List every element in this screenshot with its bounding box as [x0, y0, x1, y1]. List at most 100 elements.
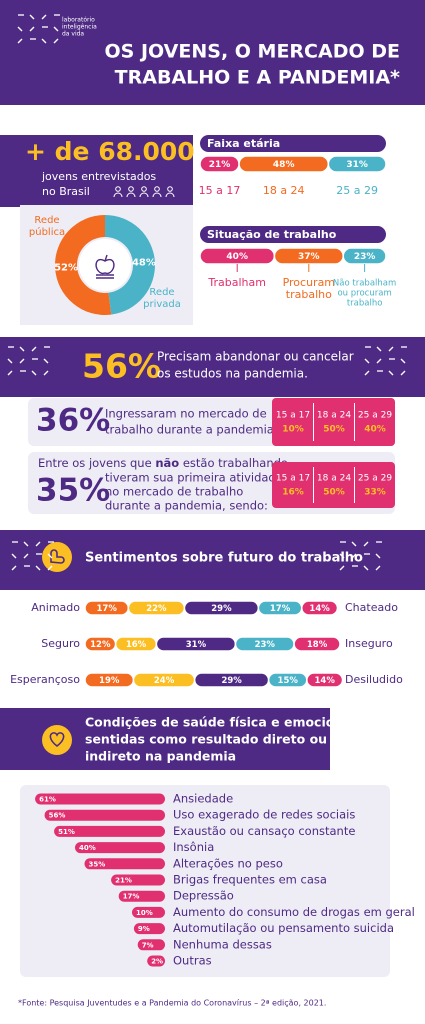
- decor-dash: [7, 370, 13, 376]
- health-label: Ansiedade: [173, 792, 233, 806]
- decor-dash: [41, 38, 47, 44]
- dropout-text: Precisam abandonar ou cancelar: [157, 350, 354, 364]
- decor-dash: [337, 746, 343, 752]
- logo-text: laboratório: [62, 17, 95, 24]
- bar-value: 48%: [273, 160, 295, 170]
- health-title: sentidas como resultado direto ou: [85, 732, 327, 747]
- health-label: Uso exagerado de redes sociais: [173, 808, 355, 822]
- table-age: 18 a 24: [317, 411, 351, 421]
- table-value: 40%: [364, 425, 386, 435]
- bar-segment: [293, 636, 341, 652]
- bar-segment: [301, 600, 339, 616]
- donut-value: 52%: [54, 262, 78, 273]
- bar-segment: [327, 155, 387, 173]
- bar-value: 17%: [96, 604, 117, 614]
- work-label: Trabalham: [207, 276, 266, 289]
- feeling-right: Desiludido: [345, 673, 403, 686]
- bar-value: 14%: [315, 676, 336, 686]
- health-value: 21%: [115, 877, 132, 885]
- decor-dash: [35, 541, 41, 547]
- decor-dash: [388, 370, 394, 376]
- bar-value: 15%: [278, 676, 299, 686]
- decor-dash: [47, 565, 53, 571]
- decor-dash: [361, 722, 367, 728]
- decor-dash: [363, 541, 369, 547]
- work-label: trabalho: [347, 299, 383, 309]
- decor-dash: [375, 565, 381, 571]
- donut-label: Rede: [34, 215, 59, 226]
- table-value: 33%: [364, 488, 386, 498]
- age-label: 25 a 29: [336, 184, 378, 197]
- decor-dash: [363, 565, 369, 571]
- decor-dash: [364, 370, 370, 376]
- decor-dash: [400, 370, 406, 376]
- bar-value: 18%: [307, 640, 328, 650]
- decor-dash: [376, 346, 382, 352]
- decor-dash: [23, 541, 29, 547]
- health-bar: [147, 955, 165, 967]
- health-label: Outras: [173, 954, 212, 968]
- section-pill-title: Situação de trabalho: [207, 228, 337, 241]
- decor-dash: [351, 541, 357, 547]
- health-value: 7%: [142, 941, 154, 949]
- person-icon: [167, 186, 173, 192]
- table-value: 50%: [323, 488, 345, 498]
- donut-segment: [105, 215, 156, 315]
- decor-dash: [376, 358, 382, 364]
- age-label: 15 a 17: [199, 184, 241, 197]
- entered-text: trabalho durante a pandemia:: [105, 423, 278, 437]
- bar-value: 12%: [90, 640, 111, 650]
- bar-value: 31%: [186, 640, 207, 650]
- person-icon: [115, 186, 121, 192]
- decor-dash: [35, 565, 41, 571]
- bar-value: 31%: [346, 160, 368, 170]
- decor-dash: [29, 26, 35, 32]
- health-label: Exaustão ou cansaço constante: [173, 824, 355, 838]
- donut-label: privada: [143, 299, 181, 310]
- apple-icon: [95, 254, 115, 279]
- decor-dash: [53, 26, 59, 32]
- health-label: Insônia: [173, 840, 214, 854]
- first-job-lead-part: Entre os jovens que: [38, 456, 155, 470]
- feeling-left: Esperançoso: [10, 673, 80, 686]
- decor-dash: [349, 722, 355, 728]
- page-title: OS JOVENS, O MERCADO DE: [105, 41, 400, 63]
- bar-segment: [306, 672, 344, 688]
- decor-dash: [361, 746, 367, 752]
- bar-value: 29%: [211, 604, 232, 614]
- bar-value: 14%: [309, 604, 330, 614]
- bar-value: 23%: [354, 252, 376, 262]
- table-age: 15 a 17: [276, 474, 310, 484]
- feeling-right: Inseguro: [345, 637, 393, 650]
- donut-center: [79, 239, 131, 291]
- table-value: 50%: [323, 425, 345, 435]
- health-bar: [118, 890, 165, 902]
- person-icon: [128, 186, 134, 192]
- decor-dash: [11, 553, 17, 559]
- person-icon: [126, 192, 136, 198]
- person-icon: [139, 192, 149, 198]
- decor-dash: [17, 26, 23, 32]
- decor-dash: [373, 746, 379, 752]
- decor-dash: [7, 358, 13, 364]
- logo-text: da vida: [62, 31, 84, 38]
- health-bar: [35, 793, 165, 805]
- feeling-left: Animado: [31, 601, 80, 614]
- decor-dash: [23, 553, 29, 559]
- table-value: 16%: [282, 488, 304, 498]
- bar-value: 22%: [146, 604, 167, 614]
- table-age: 25 a 29: [358, 474, 392, 484]
- health-bar: [133, 923, 165, 935]
- decor-dash: [53, 38, 59, 44]
- first-job-text: tiveram sua primeira atividade: [105, 471, 283, 485]
- entered-value: 36%: [36, 403, 110, 439]
- health-bar: [44, 809, 165, 821]
- dropout-text: os estudos na pandemia.: [157, 367, 308, 381]
- decor-dash: [400, 358, 406, 364]
- first-job-lead: Entre os jovens que não estão trabalhand…: [38, 456, 288, 470]
- health-value: 10%: [136, 909, 153, 917]
- health-value: 51%: [58, 828, 75, 836]
- decor-dash: [351, 553, 357, 559]
- decor-dash: [11, 565, 17, 571]
- decor-dash: [29, 14, 35, 20]
